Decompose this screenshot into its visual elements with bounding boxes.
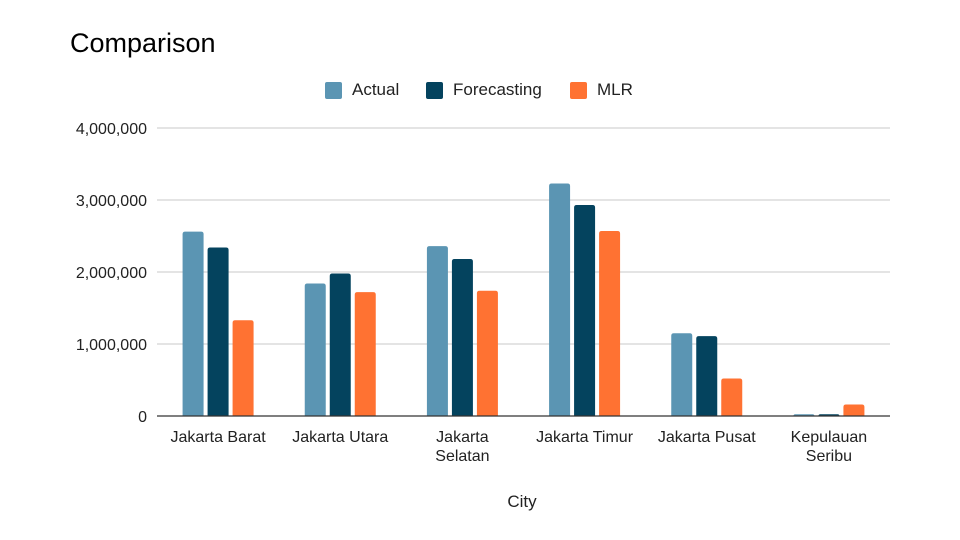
bar-actual-0	[182, 231, 204, 416]
bar-mlr-5	[843, 404, 865, 416]
bar-actual-2	[426, 246, 448, 416]
legend-swatch-actual	[325, 81, 342, 99]
bar-mlr-0	[232, 320, 254, 416]
bar-forecasting-4	[696, 336, 718, 416]
bar-mlr-2	[476, 290, 498, 416]
bar-actual-4	[671, 333, 693, 416]
bar-mlr-3	[599, 230, 621, 416]
y-tick-label-0: 0	[138, 409, 147, 426]
y-tick-label-1: 1,000,000	[76, 337, 147, 354]
y-tick-label-4: 4,000,000	[76, 121, 147, 138]
bar-forecasting-2	[451, 259, 473, 416]
bar-mlr-4	[721, 378, 743, 416]
bar-actual-3	[549, 183, 571, 416]
bar-actual-1	[304, 283, 326, 416]
x-axis-title: City	[507, 492, 537, 511]
legend-label-actual: Actual	[352, 80, 400, 99]
x-tick-label-0: Jakarta Barat	[171, 429, 267, 446]
x-tick-label-4: Jakarta Pusat	[658, 429, 756, 446]
legend-item-mlr: MLR	[570, 78, 633, 102]
x-tick-label-5: Kepulauan Seribu	[791, 429, 868, 465]
chart-title: Comparison	[70, 28, 216, 58]
x-tick-label-3: Jakarta Timur	[536, 429, 634, 446]
bar-forecasting-0	[207, 247, 229, 416]
legend-item-forecasting: Forecasting	[426, 78, 542, 102]
legend-swatch-mlr	[570, 81, 587, 99]
x-tick-label-2: Jakarta Selatan	[435, 429, 489, 465]
legend-label-forecasting: Forecasting	[453, 80, 542, 99]
legend-item-actual: Actual	[325, 78, 399, 102]
bar-forecasting-1	[329, 273, 351, 416]
legend: Actual Forecasting MLR	[0, 78, 960, 102]
y-tick-label-3: 3,000,000	[76, 193, 147, 210]
y-tick-label-2: 2,000,000	[76, 265, 147, 282]
bar-forecasting-3	[574, 205, 596, 416]
legend-swatch-forecasting	[426, 81, 443, 99]
legend-label-mlr: MLR	[597, 80, 633, 99]
x-tick-label-1: Jakarta Utara	[292, 429, 388, 446]
bar-mlr-1	[354, 292, 376, 416]
